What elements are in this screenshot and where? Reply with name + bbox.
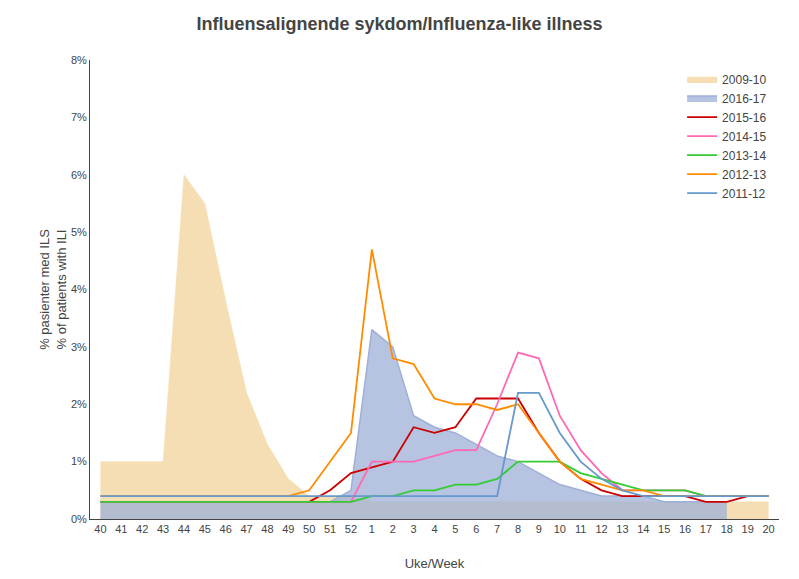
svg-text:52: 52 [345, 523, 357, 535]
svg-text:1: 1 [369, 523, 375, 535]
svg-text:47: 47 [240, 523, 252, 535]
svg-text:18: 18 [721, 523, 733, 535]
svg-text:6%: 6% [71, 169, 87, 181]
svg-text:11: 11 [575, 523, 586, 535]
svg-text:9: 9 [536, 523, 542, 535]
svg-text:7%: 7% [71, 111, 87, 123]
svg-text:5%: 5% [71, 226, 87, 238]
svg-text:10: 10 [554, 523, 566, 535]
svg-text:17: 17 [700, 523, 712, 535]
svg-text:2015-16: 2015-16 [722, 111, 766, 125]
svg-text:15: 15 [658, 523, 670, 535]
svg-text:19: 19 [742, 523, 754, 535]
svg-text:2009-10: 2009-10 [722, 73, 766, 87]
svg-text:4%: 4% [71, 283, 87, 295]
svg-text:1%: 1% [71, 455, 87, 467]
svg-text:Uke/Week: Uke/Week [405, 556, 465, 571]
svg-text:44: 44 [178, 523, 190, 535]
svg-text:12: 12 [595, 523, 607, 535]
svg-text:20: 20 [762, 523, 774, 535]
svg-text:40: 40 [94, 523, 106, 535]
svg-text:41: 41 [115, 523, 127, 535]
svg-text:46: 46 [220, 523, 232, 535]
svg-text:3: 3 [411, 523, 417, 535]
svg-text:% pasienter med ILS% of patien: % pasienter med ILS% of patients with IL… [37, 229, 69, 350]
svg-text:2011-12: 2011-12 [722, 187, 765, 201]
svg-text:45: 45 [199, 523, 211, 535]
svg-text:Influensalignende sykdom/Influ: Influensalignende sykdom/Influenza-like … [196, 14, 602, 34]
svg-text:51: 51 [324, 523, 336, 535]
svg-text:16: 16 [679, 523, 691, 535]
svg-text:13: 13 [616, 523, 628, 535]
svg-text:2: 2 [390, 523, 396, 535]
svg-text:2013-14: 2013-14 [722, 149, 766, 163]
svg-text:6: 6 [473, 523, 479, 535]
svg-text:14: 14 [637, 523, 649, 535]
svg-text:8: 8 [515, 523, 521, 535]
svg-text:7: 7 [494, 523, 500, 535]
svg-text:8%: 8% [71, 54, 87, 66]
svg-text:2014-15: 2014-15 [722, 130, 766, 144]
svg-text:2016-17: 2016-17 [722, 92, 766, 106]
svg-text:3%: 3% [71, 341, 87, 353]
svg-text:2012-13: 2012-13 [722, 168, 766, 182]
svg-text:42: 42 [136, 523, 148, 535]
svg-text:50: 50 [303, 523, 315, 535]
svg-text:2%: 2% [71, 398, 87, 410]
svg-text:5: 5 [452, 523, 458, 535]
svg-text:4: 4 [431, 523, 437, 535]
svg-text:0%: 0% [71, 513, 87, 525]
svg-text:49: 49 [282, 523, 294, 535]
svg-text:43: 43 [157, 523, 169, 535]
svg-text:48: 48 [261, 523, 273, 535]
